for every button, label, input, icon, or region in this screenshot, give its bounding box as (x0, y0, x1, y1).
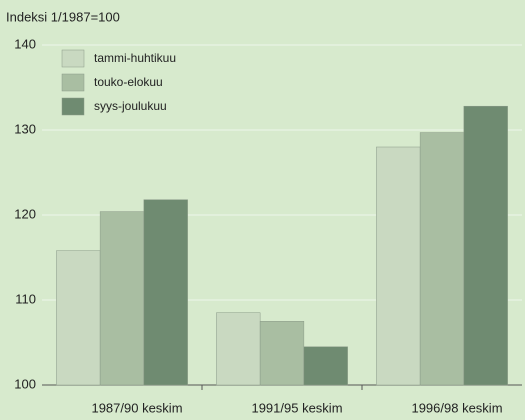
y-tick-label: 120 (14, 206, 36, 221)
bar (259, 321, 305, 386)
legend-swatch (61, 49, 85, 68)
legend-label: syys-joulukuu (94, 99, 167, 113)
legend-box (58, 46, 228, 126)
bar (419, 132, 465, 386)
y-tick-label: 110 (15, 291, 36, 306)
bar (99, 211, 145, 386)
bar (376, 146, 421, 386)
x-tick-label: 1987/90 keskim (91, 400, 182, 415)
bar (463, 105, 508, 386)
bar (216, 312, 261, 386)
bar (143, 199, 188, 386)
legend-swatch (61, 73, 85, 92)
y-tick-label: 130 (14, 121, 36, 136)
x-tick-label: 1996/98 keskim (411, 400, 502, 415)
chart-title: Indeksi 1/1987=100 (6, 9, 120, 24)
bar (56, 250, 101, 386)
y-tick-label: 100 (14, 376, 36, 391)
legend-label: tammi-huhtikuu (94, 51, 176, 65)
legend-label: touko-elokuu (94, 75, 163, 89)
x-tick-label: 1991/95 keskim (251, 400, 342, 415)
bar (303, 346, 348, 386)
y-tick-label: 140 (14, 36, 36, 51)
legend-swatch (61, 97, 85, 116)
